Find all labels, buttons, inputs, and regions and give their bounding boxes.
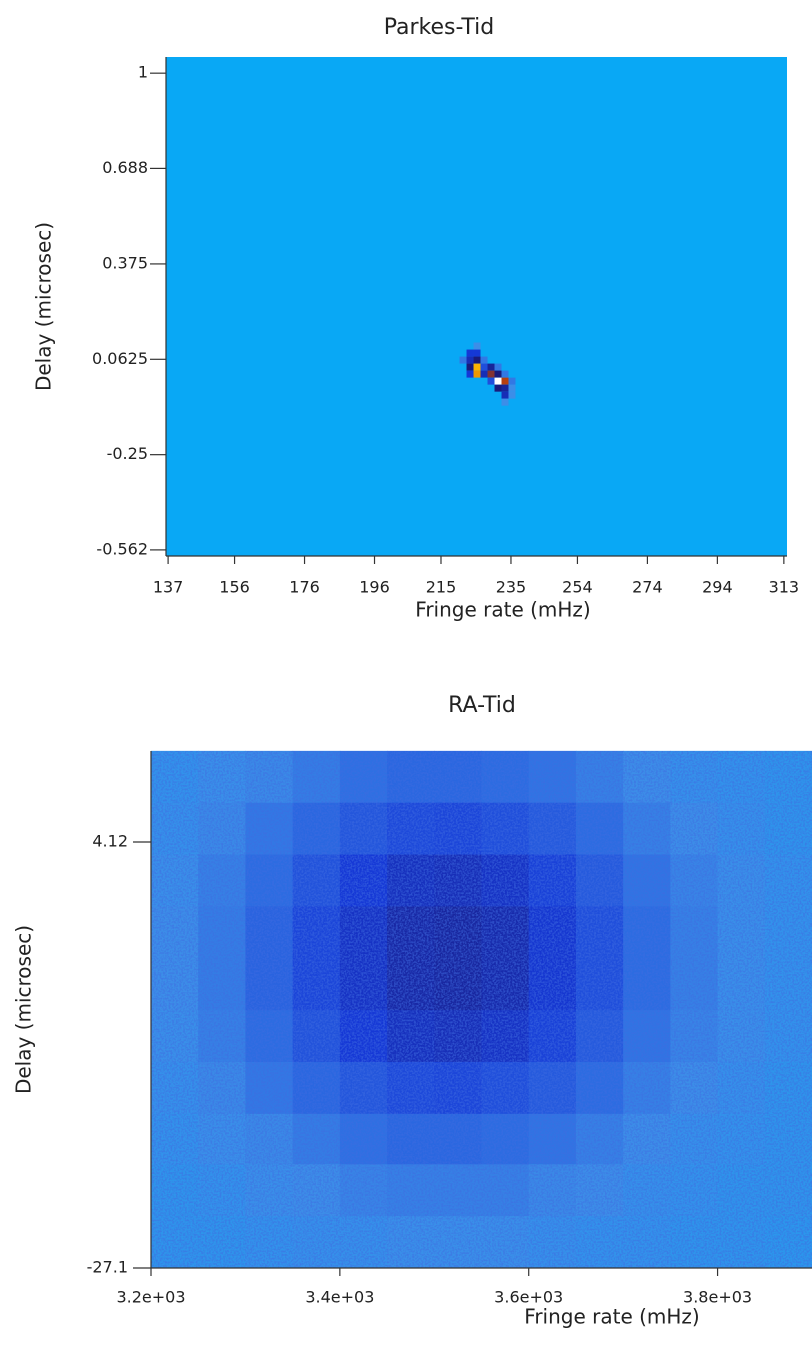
heatmap-cell bbox=[501, 377, 509, 385]
heatmap-cell bbox=[473, 342, 481, 350]
x-tick-label: 254 bbox=[562, 578, 593, 597]
y-tick-label: 0.688 bbox=[102, 158, 148, 177]
x-tick-label: 274 bbox=[632, 578, 663, 597]
heatmap-cell bbox=[473, 349, 481, 357]
heatmap-cell bbox=[508, 391, 516, 399]
heatmap-cell bbox=[459, 356, 467, 364]
chart-title: RA-Tid bbox=[448, 693, 516, 718]
heatmap-cell bbox=[508, 377, 516, 385]
heatmap-cell bbox=[494, 363, 502, 371]
heatmap-cell bbox=[473, 363, 481, 371]
x-tick-label: 156 bbox=[219, 578, 250, 597]
heatmap-cell bbox=[494, 370, 502, 378]
heatmap-cell bbox=[508, 384, 516, 392]
x-tick-label: 3.4e+03 bbox=[305, 1288, 374, 1307]
heatmap-cell bbox=[466, 349, 474, 357]
x-tick-label: 176 bbox=[289, 578, 320, 597]
y-axis-label: Delay (microsec) bbox=[12, 925, 36, 1094]
y-tick-label: -27.1 bbox=[87, 1258, 128, 1277]
x-tick-label: 3.8e+03 bbox=[683, 1288, 752, 1307]
x-tick-label: 215 bbox=[426, 578, 457, 597]
heatmap-cell bbox=[466, 370, 474, 378]
heatmap-cell bbox=[501, 384, 509, 392]
heatmap-cell bbox=[487, 377, 495, 385]
heatmap-cell bbox=[480, 356, 488, 364]
heatmap-cell bbox=[494, 377, 502, 385]
x-tick-label: 294 bbox=[702, 578, 733, 597]
heatmap-cell bbox=[473, 356, 481, 364]
heatmap-cell bbox=[487, 370, 495, 378]
heatmap-cell bbox=[473, 370, 481, 378]
heatmap-cell bbox=[466, 356, 474, 364]
x-axis-label: Fringe rate (mHz) bbox=[524, 1305, 699, 1329]
x-tick-label: 196 bbox=[359, 578, 390, 597]
heatmap-cell bbox=[501, 391, 509, 399]
x-tick-label: 235 bbox=[496, 578, 527, 597]
heatmap-cell bbox=[494, 384, 502, 392]
chart-title: Parkes-Tid bbox=[384, 15, 495, 40]
y-tick-label: 0.375 bbox=[102, 253, 148, 272]
x-axis-label: Fringe rate (mHz) bbox=[415, 598, 590, 622]
axes-overlay: 4.12 -27.1 3.2e+03 3.4e+03 3.6e+03 3.8e+03 RA-… bbox=[12, 693, 812, 1329]
heatmap-cell bbox=[466, 363, 474, 371]
y-axis-label: Delay (microsec) bbox=[32, 222, 56, 391]
heatmap-cell bbox=[501, 370, 509, 378]
y-tick-label: 4.12 bbox=[92, 832, 128, 851]
x-tick-label: 313 bbox=[769, 578, 800, 597]
heatmap-cell bbox=[480, 370, 488, 378]
noise-texture bbox=[151, 751, 812, 1268]
chart-panel: 1 0.688 0.375 0.0625 -0.25 -0.562 137 156 176 196… bbox=[32, 15, 800, 622]
x-tick-label: 3.6e+03 bbox=[494, 1288, 563, 1307]
x-tick-label: 137 bbox=[153, 578, 184, 597]
y-tick-label: -0.25 bbox=[107, 444, 148, 463]
heatmap-cell bbox=[501, 398, 509, 406]
heatmap-cell bbox=[487, 363, 495, 371]
y-tick-label: 0.0625 bbox=[92, 349, 148, 368]
y-tick-label: -0.562 bbox=[96, 539, 148, 558]
x-tick-label: 3.2e+03 bbox=[116, 1288, 185, 1307]
heatmap-cell bbox=[480, 363, 488, 371]
plot-background bbox=[166, 57, 787, 556]
y-tick-label: 1 bbox=[138, 63, 148, 82]
